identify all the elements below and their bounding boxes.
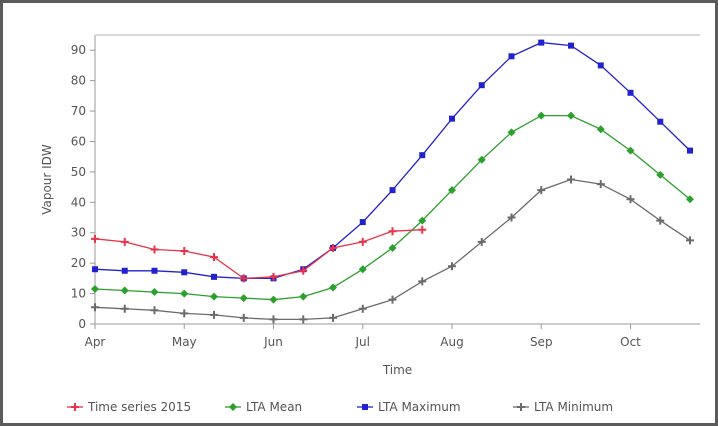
data-point [122, 268, 128, 274]
legend-item: Time series 2015 [67, 400, 191, 414]
data-point [517, 403, 525, 411]
data-point [121, 238, 129, 246]
data-point [152, 268, 158, 274]
x-tick-label: May [172, 335, 197, 349]
data-point [418, 226, 426, 234]
legend-label: LTA Maximum [378, 400, 461, 414]
x-tick-label: Sep [530, 335, 553, 349]
data-point [180, 290, 188, 298]
data-point [180, 247, 188, 255]
data-point [151, 306, 159, 314]
data-point [329, 314, 337, 322]
data-point [181, 269, 187, 275]
data-point [91, 235, 99, 243]
data-point [390, 187, 396, 193]
data-point [389, 296, 397, 304]
x-tick-label: Aug [440, 335, 463, 349]
data-point [210, 311, 218, 319]
data-point [537, 112, 545, 120]
y-tick-label: 90 [71, 43, 86, 57]
data-point [509, 53, 515, 59]
data-point [389, 227, 397, 235]
data-point [686, 236, 694, 244]
data-point [270, 296, 278, 304]
data-point [270, 315, 278, 323]
data-point [419, 152, 425, 158]
x-tick-label: Jul [355, 335, 370, 349]
y-axis-ticks: 0 10 20 30 40 50 60 70 80 90 [71, 43, 95, 331]
data-point [229, 403, 237, 411]
data-point [121, 287, 129, 295]
data-point [479, 82, 485, 88]
data-point [362, 404, 368, 410]
data-point [91, 285, 99, 293]
legend-item: LTA Minimum [513, 400, 613, 414]
y-tick-label: 50 [71, 165, 86, 179]
data-point [121, 305, 129, 313]
series-line [95, 43, 690, 279]
x-tick-label: Apr [85, 335, 106, 349]
data-point [359, 305, 367, 313]
series-0 [91, 226, 426, 283]
y-tick-label: 20 [71, 256, 86, 270]
data-point [151, 288, 159, 296]
data-point [91, 303, 99, 311]
y-tick-label: 70 [71, 104, 86, 118]
y-tick-label: 10 [71, 287, 86, 301]
y-tick-label: 30 [71, 226, 86, 240]
data-point [597, 180, 605, 188]
y-tick-label: 40 [71, 195, 86, 209]
legend-label: LTA Mean [246, 400, 302, 414]
data-point [598, 62, 604, 68]
data-point [210, 293, 218, 301]
data-point [359, 238, 367, 246]
data-point [567, 112, 575, 120]
data-point [151, 245, 159, 253]
data-point [329, 283, 337, 291]
chart-canvas: 0 10 20 30 40 50 60 70 80 90 Apr May Jun Jul Aug Sep Oc… [3, 3, 715, 423]
data-point [180, 309, 188, 317]
data-point [628, 90, 634, 96]
data-point [240, 314, 248, 322]
data-point [567, 176, 575, 184]
data-point [92, 266, 98, 272]
y-tick-label: 80 [71, 74, 86, 88]
data-point [597, 125, 605, 133]
data-point [538, 40, 544, 46]
data-point [71, 403, 79, 411]
legend-item: LTA Maximum [357, 400, 461, 414]
data-point [418, 277, 426, 285]
x-axis-ticks: Apr May Jun Jul Aug Sep Oct [85, 324, 642, 349]
y-axis-title: Vapour IDW [40, 144, 54, 215]
data-point [657, 119, 663, 125]
data-point [360, 219, 366, 225]
legend-item: LTA Mean [225, 400, 302, 414]
data-point [687, 148, 693, 154]
x-tick-label: Oct [620, 335, 641, 349]
legend-label: Time series 2015 [87, 400, 191, 414]
data-point [211, 274, 217, 280]
series-layer [91, 40, 694, 324]
legend: Time series 2015 LTA Mean LTA Maximum LTA M… [67, 400, 613, 414]
data-point [299, 293, 307, 301]
legend-label: LTA Minimum [534, 400, 613, 414]
x-tick-label: Jun [263, 335, 283, 349]
data-point [449, 116, 455, 122]
data-point [299, 315, 307, 323]
data-point [568, 43, 574, 49]
data-point [240, 294, 248, 302]
x-axis-title: Time [382, 363, 412, 377]
y-tick-label: 0 [78, 317, 86, 331]
y-tick-label: 60 [71, 134, 86, 148]
